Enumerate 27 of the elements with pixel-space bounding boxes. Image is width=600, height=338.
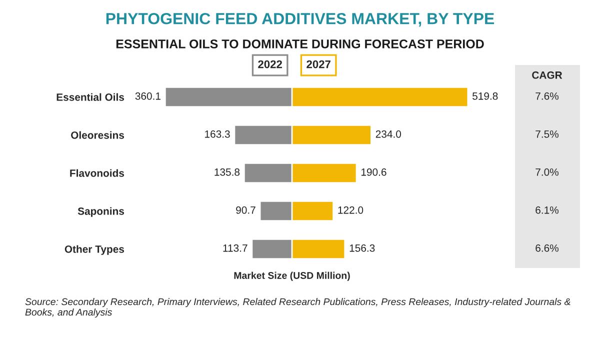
data-label: 122.0 [338, 206, 364, 214]
data-label: 190.6 [361, 168, 386, 176]
data-label: 360.1 [135, 92, 160, 100]
chart-subtitle: ESSENTIAL OILS TO DOMINATE DURING FORECAST PERIOD [116, 40, 484, 48]
text: 7.5% [536, 130, 558, 138]
y-tick-label: Saponins [78, 207, 124, 217]
text: 6.6% [536, 244, 558, 252]
text: 6.1% [536, 206, 558, 214]
data-label: 113.7 [223, 244, 248, 252]
series-label: 2022 [258, 60, 282, 68]
chart-title: PHYTOGENIC FEED ADDITIVES MARKET, BY TYPE [106, 12, 494, 27]
y-tick-label: Flavonoids [70, 169, 124, 177]
x-axis-title: Market Size (USD Million) [234, 272, 350, 281]
text: CAGR [532, 71, 562, 79]
series-label: 2027 [306, 60, 330, 68]
data-label: 156.3 [350, 244, 375, 252]
text: 7.0% [536, 168, 558, 176]
data-label: 163.3 [205, 130, 230, 138]
y-tick-label: Other Types [64, 245, 124, 255]
y-tick-label: Essential Oils [56, 93, 124, 101]
text: 7.6% [536, 92, 558, 100]
data-label: 90.7 [236, 206, 256, 214]
source-note: Source: Secondary Research, Primary Interviews, Related Research Publications, Press Releases, Industry-related Journals & Books, and Analysis [25, 298, 570, 318]
y-tick-label: Oleoresins [71, 131, 124, 139]
data-label: 135.8 [214, 168, 240, 176]
data-label: 234.0 [376, 130, 402, 138]
data-label: 519.8 [472, 92, 498, 100]
